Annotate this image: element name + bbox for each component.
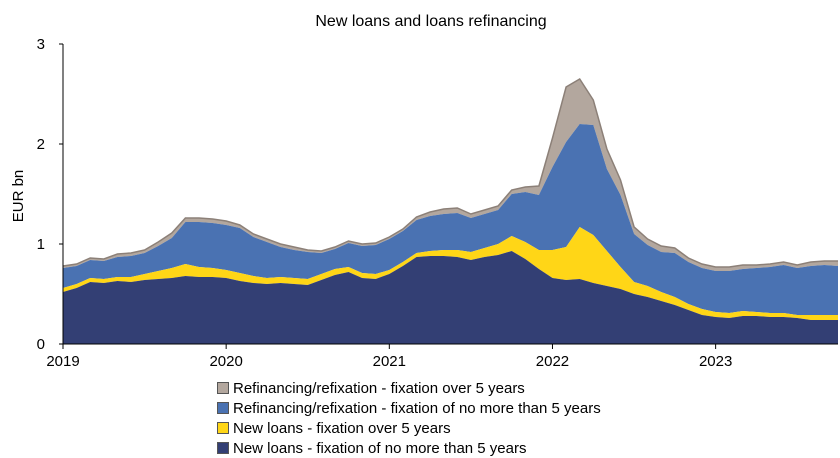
area-series-2 bbox=[63, 124, 838, 315]
x-tick-label: 2021 bbox=[373, 353, 406, 370]
legend: Refinancing/refixation - fixation over 5… bbox=[217, 378, 601, 458]
legend-label: New loans - fixation over 5 years bbox=[233, 419, 451, 437]
stack-outline bbox=[62, 77, 838, 268]
x-tick-label: 2022 bbox=[536, 353, 569, 370]
legend-item: New loans - fixation of no more than 5 y… bbox=[217, 438, 601, 458]
y-axis-label: EUR bn bbox=[10, 170, 27, 223]
legend-item: Refinancing/refixation - fixation over 5… bbox=[217, 378, 601, 398]
legend-label: New loans - fixation of no more than 5 y… bbox=[233, 439, 527, 457]
axes: 0 1 2 3 2019 2020 2021 2022 2023 bbox=[37, 36, 838, 370]
y-tick-label: 3 bbox=[37, 36, 45, 53]
legend-swatch bbox=[217, 442, 229, 454]
area-series-1 bbox=[63, 227, 838, 320]
x-tick-label: 2019 bbox=[46, 353, 79, 370]
legend-swatch bbox=[217, 382, 229, 394]
legend-label: Refinancing/refixation - fixation of no … bbox=[233, 399, 601, 417]
y-tick-label: 2 bbox=[37, 136, 45, 153]
area-series-3 bbox=[63, 79, 838, 271]
y-tick-label: 0 bbox=[37, 336, 45, 353]
x-tick-label: 2020 bbox=[209, 353, 242, 370]
x-tick-label: 2023 bbox=[699, 353, 732, 370]
y-tick-label: 1 bbox=[37, 236, 45, 253]
area-series-0 bbox=[63, 251, 838, 344]
legend-item: New loans - fixation over 5 years bbox=[217, 418, 601, 438]
legend-swatch bbox=[217, 422, 229, 434]
legend-swatch bbox=[217, 402, 229, 414]
chart-title: New loans and loans refinancing bbox=[315, 13, 546, 30]
legend-label: Refinancing/refixation - fixation over 5… bbox=[233, 379, 525, 397]
legend-item: Refinancing/refixation - fixation of no … bbox=[217, 398, 601, 418]
area-layers bbox=[62, 77, 838, 344]
